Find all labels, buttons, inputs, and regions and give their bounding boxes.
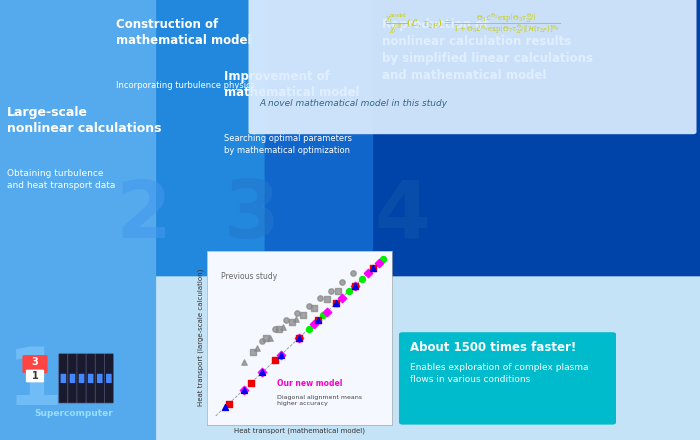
FancyBboxPatch shape xyxy=(95,354,104,403)
FancyBboxPatch shape xyxy=(211,0,373,276)
Text: 2: 2 xyxy=(116,177,172,255)
FancyBboxPatch shape xyxy=(78,374,84,383)
Text: Improvement of
mathematical model: Improvement of mathematical model xyxy=(224,70,360,99)
FancyBboxPatch shape xyxy=(106,374,112,383)
Text: 1: 1 xyxy=(32,371,38,381)
Text: $\frac{\chi_i^{\mathrm{model}}}{\chi_i^{\mathrm{GB}}}(\mathcal{L},\tau_{2F}) = \: $\frac{\chi_i^{\mathrm{model}}}{\chi_i^{… xyxy=(385,11,560,37)
FancyBboxPatch shape xyxy=(362,0,700,276)
FancyBboxPatch shape xyxy=(399,332,616,425)
Text: Searching optimal parameters
by mathematical optimization: Searching optimal parameters by mathemat… xyxy=(224,134,352,154)
Text: Reproduction of
nonlinear calculation results
by simplified linear calculations
: Reproduction of nonlinear calculation re… xyxy=(382,18,592,81)
FancyBboxPatch shape xyxy=(22,355,48,373)
Text: 1: 1 xyxy=(7,345,63,422)
Text: 3: 3 xyxy=(32,357,38,367)
Text: 3: 3 xyxy=(224,177,280,255)
FancyBboxPatch shape xyxy=(103,0,265,276)
FancyBboxPatch shape xyxy=(97,374,103,383)
FancyBboxPatch shape xyxy=(59,354,68,403)
Text: Supercomputer: Supercomputer xyxy=(34,409,113,418)
FancyBboxPatch shape xyxy=(26,370,44,382)
FancyBboxPatch shape xyxy=(61,374,66,383)
FancyBboxPatch shape xyxy=(104,354,113,403)
FancyBboxPatch shape xyxy=(68,354,77,403)
Text: Large-scale
nonlinear calculations: Large-scale nonlinear calculations xyxy=(7,106,162,135)
FancyBboxPatch shape xyxy=(88,374,94,383)
Text: Incorporating turbulence physics: Incorporating turbulence physics xyxy=(116,81,255,90)
FancyBboxPatch shape xyxy=(77,354,86,403)
Text: A novel mathematical model in this study: A novel mathematical model in this study xyxy=(259,99,447,108)
Text: Obtaining turbulence
and heat transport data: Obtaining turbulence and heat transport … xyxy=(7,169,116,190)
Text: 4: 4 xyxy=(374,177,430,255)
FancyBboxPatch shape xyxy=(86,354,95,403)
Text: Enables exploration of complex plasma
flows in various conditions: Enables exploration of complex plasma fl… xyxy=(410,363,588,384)
Text: Construction of
mathematical model: Construction of mathematical model xyxy=(116,18,251,47)
FancyBboxPatch shape xyxy=(70,374,76,383)
Text: About 1500 times faster!: About 1500 times faster! xyxy=(410,341,575,354)
FancyBboxPatch shape xyxy=(0,0,156,440)
FancyBboxPatch shape xyxy=(248,0,696,134)
